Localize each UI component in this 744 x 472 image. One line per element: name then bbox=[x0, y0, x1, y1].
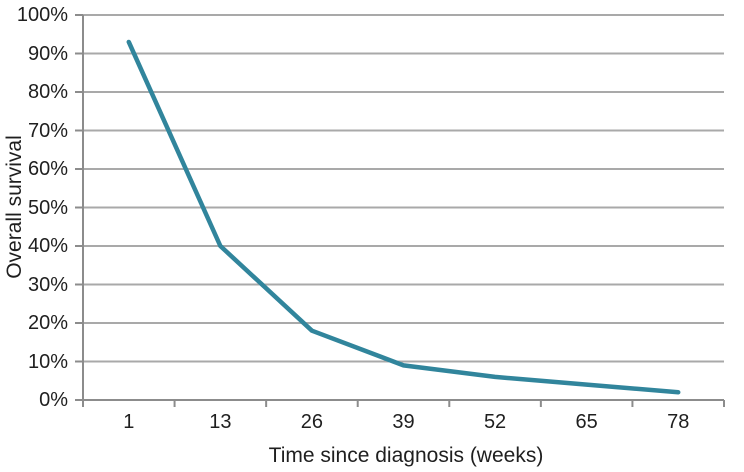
x-tick-label: 65 bbox=[575, 411, 598, 433]
y-tick-label: 20% bbox=[27, 312, 68, 334]
x-axis-title: Time since diagnosis (weeks) bbox=[268, 444, 544, 467]
x-tick-label: 13 bbox=[209, 411, 232, 433]
y-tick-label: 30% bbox=[27, 273, 68, 296]
y-tick-label: 60% bbox=[27, 158, 68, 180]
x-tick-label: 39 bbox=[392, 411, 415, 433]
x-tick-label: 78 bbox=[667, 411, 690, 433]
x-tick-label: 52 bbox=[483, 411, 507, 433]
y-tick-label: 0% bbox=[39, 389, 68, 411]
x-tick-label: 26 bbox=[300, 411, 324, 433]
y-tick-label: 10% bbox=[27, 350, 68, 373]
y-tick-label: 50% bbox=[27, 196, 68, 219]
y-tick-label: 80% bbox=[27, 81, 68, 103]
y-tick-label: 90% bbox=[27, 42, 68, 65]
y-tick-label: 70% bbox=[27, 119, 68, 142]
y-tick-label: 100% bbox=[16, 4, 68, 26]
survival-series-line bbox=[126, 39, 681, 395]
y-tick-label: 40% bbox=[27, 235, 68, 257]
x-tick-label: 1 bbox=[123, 411, 135, 433]
y-axis-title: Overall survival bbox=[3, 135, 26, 279]
